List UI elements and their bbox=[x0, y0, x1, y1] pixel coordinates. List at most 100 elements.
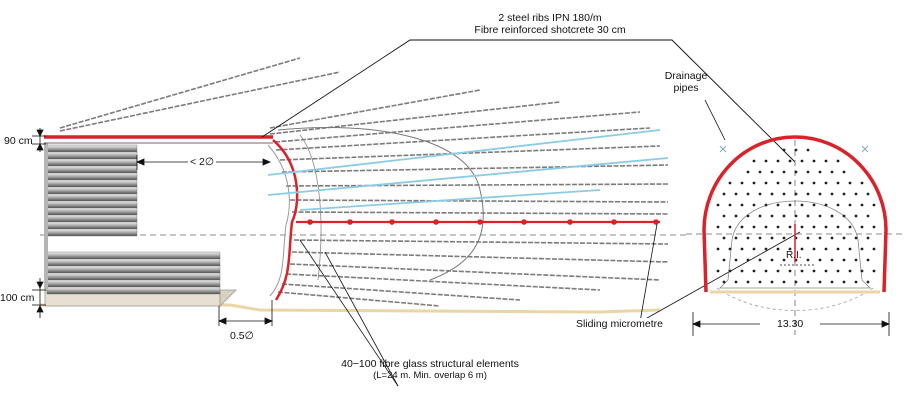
drainage-leader bbox=[704, 99, 726, 141]
fibreglass-element bbox=[277, 291, 441, 307]
element-dot bbox=[812, 203, 816, 207]
element-dot bbox=[818, 214, 822, 218]
fibreglass-element bbox=[285, 273, 601, 291]
element-dot bbox=[800, 225, 804, 229]
element-dot bbox=[842, 258, 846, 262]
element-dot bbox=[806, 170, 810, 174]
element-dot bbox=[830, 170, 834, 174]
element-dot bbox=[734, 280, 738, 284]
element-dot bbox=[746, 280, 750, 284]
element-dot bbox=[764, 159, 768, 163]
fibreglass-element bbox=[285, 183, 669, 187]
element-dot bbox=[872, 269, 876, 273]
element-dot bbox=[812, 247, 816, 251]
element-dot bbox=[722, 192, 726, 196]
element-dot bbox=[830, 280, 834, 284]
element-dot bbox=[818, 192, 822, 196]
element-dot bbox=[782, 170, 786, 174]
element-dot bbox=[836, 181, 840, 185]
element-dot bbox=[854, 214, 858, 218]
top-thickness-label: 90 cm bbox=[4, 135, 33, 147]
element-dot bbox=[716, 203, 720, 207]
cross-section bbox=[686, 135, 902, 336]
element-dot bbox=[776, 247, 780, 251]
element-dot bbox=[758, 192, 762, 196]
element-dot bbox=[848, 247, 852, 251]
radius-label: R.I. bbox=[786, 250, 802, 261]
element-dot bbox=[788, 181, 792, 185]
element-dot bbox=[758, 170, 762, 174]
face-grey bbox=[267, 144, 290, 297]
element-dot bbox=[854, 192, 858, 196]
lining-band bbox=[46, 279, 221, 288]
element-dot bbox=[800, 269, 804, 273]
element-dot bbox=[734, 192, 738, 196]
element-dot bbox=[794, 280, 798, 284]
micrometre-bead bbox=[611, 219, 617, 225]
element-dot bbox=[746, 258, 750, 262]
fibreglass-element bbox=[269, 101, 561, 135]
lining-band bbox=[46, 272, 221, 281]
lining-band bbox=[46, 228, 138, 237]
width-label: 13.30 bbox=[777, 318, 804, 330]
element-dot bbox=[758, 258, 762, 262]
face-offset-label: 0.5∅ bbox=[230, 330, 254, 342]
fibreglass-element bbox=[293, 239, 669, 245]
element-dot bbox=[800, 203, 804, 207]
element-dot bbox=[836, 247, 840, 251]
width-dim bbox=[691, 312, 891, 336]
element-dot bbox=[836, 225, 840, 229]
fibreglass-element bbox=[281, 283, 521, 301]
micrometre-bead bbox=[477, 219, 483, 225]
fibreglass-element bbox=[275, 127, 651, 151]
element-dot bbox=[812, 269, 816, 273]
element-dot bbox=[770, 280, 774, 284]
fibreglass-element bbox=[59, 57, 301, 129]
lining-band bbox=[46, 265, 221, 274]
element-dot bbox=[794, 214, 798, 218]
lining-band bbox=[46, 186, 138, 195]
element-dot bbox=[770, 258, 774, 262]
element-dot bbox=[734, 236, 738, 240]
element-dot bbox=[866, 280, 870, 284]
fibreglass-element bbox=[59, 71, 341, 132]
ribs-leader bbox=[261, 39, 796, 163]
element-dot bbox=[866, 258, 870, 262]
element-dot bbox=[788, 159, 792, 163]
element-dot bbox=[848, 181, 852, 185]
element-dot bbox=[752, 159, 756, 163]
element-dot bbox=[806, 148, 810, 152]
element-dot bbox=[860, 269, 864, 273]
element-dot bbox=[872, 247, 876, 251]
glass-leader-1 bbox=[299, 239, 399, 387]
element-dot bbox=[782, 236, 786, 240]
micrometre-bead bbox=[347, 219, 353, 225]
element-dot bbox=[722, 280, 726, 284]
element-dot bbox=[872, 225, 876, 229]
micrometre-beads bbox=[307, 219, 659, 225]
element-dot bbox=[770, 214, 774, 218]
element-dot bbox=[860, 181, 864, 185]
cross-element-dots bbox=[716, 148, 876, 284]
element-dot bbox=[764, 247, 768, 251]
element-dot bbox=[806, 280, 810, 284]
element-dot bbox=[782, 258, 786, 262]
element-dot bbox=[806, 192, 810, 196]
cross-invert bbox=[716, 287, 874, 311]
element-dot bbox=[836, 159, 840, 163]
element-dot bbox=[866, 214, 870, 218]
drainage-label-line2: pipes bbox=[673, 82, 699, 94]
advance-label: < 2∅ bbox=[188, 156, 217, 168]
element-dot bbox=[776, 225, 780, 229]
lining-band bbox=[46, 151, 138, 160]
micrometre-bead bbox=[567, 219, 573, 225]
element-dot bbox=[806, 258, 810, 262]
glass-leader-2 bbox=[324, 251, 399, 387]
element-dot bbox=[764, 203, 768, 207]
ribs-label: 2 steel ribs IPN 180/m Fibre reinforced … bbox=[420, 12, 680, 36]
lining-band bbox=[46, 158, 138, 167]
element-dot bbox=[806, 214, 810, 218]
lining-band bbox=[46, 251, 221, 260]
element-dot bbox=[812, 159, 816, 163]
element-dot bbox=[836, 269, 840, 273]
